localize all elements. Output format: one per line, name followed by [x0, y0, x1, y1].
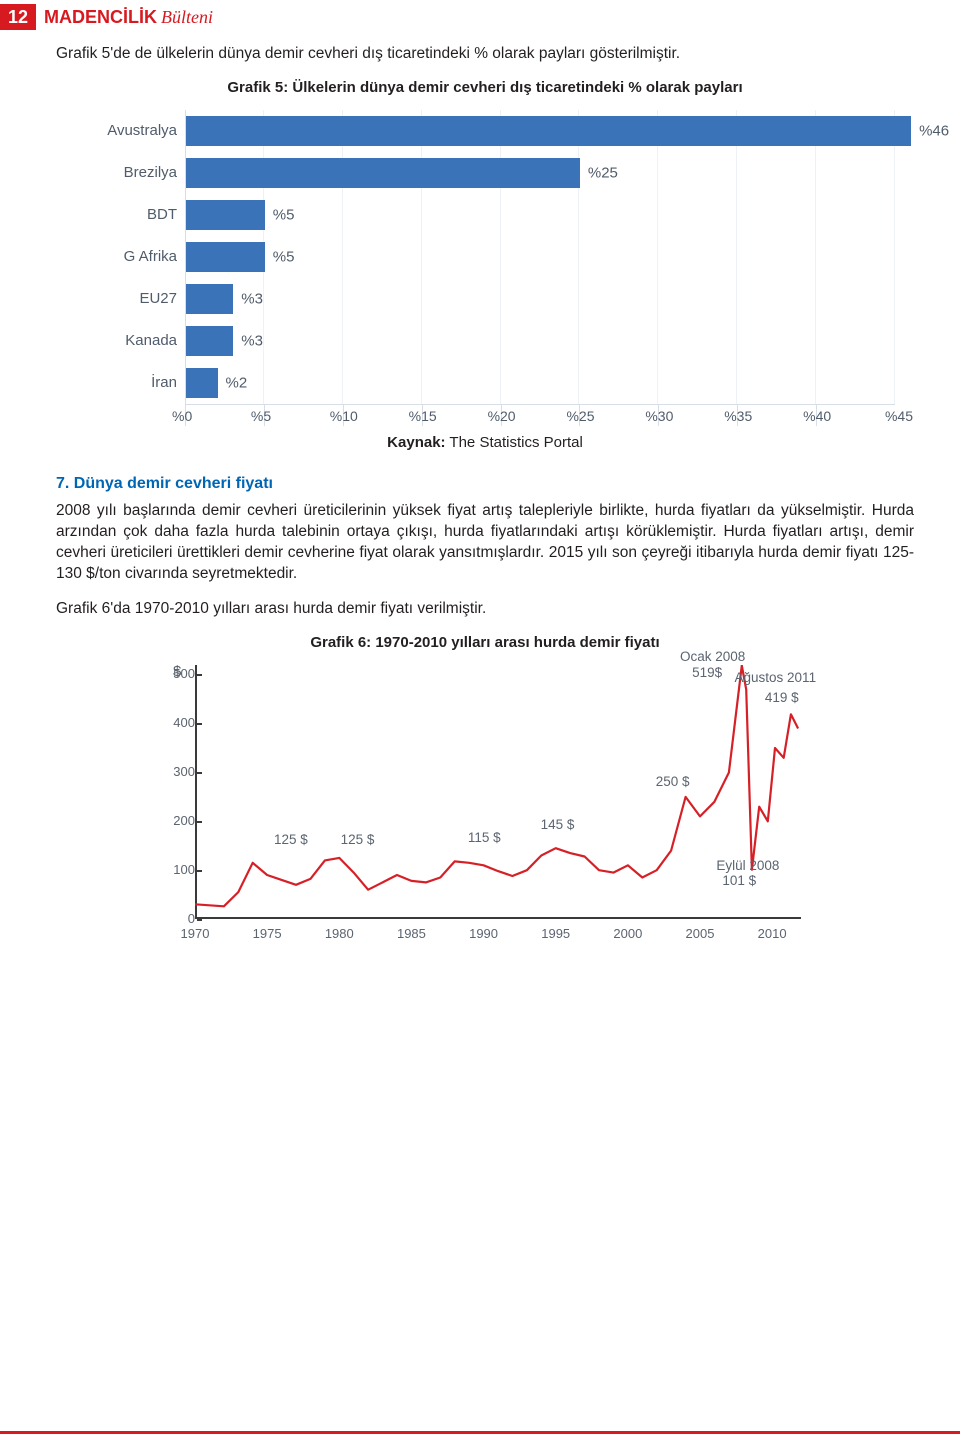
y-tick-label: 100: [169, 862, 195, 877]
page-content: Grafik 5'de de ülkelerin dünya demir cev…: [0, 44, 960, 945]
bar-category-label: İran: [75, 374, 185, 391]
bar-row: İran %2: [75, 362, 895, 404]
bar-row: G Afrika %5: [75, 236, 895, 278]
bar-value-label: %46: [919, 122, 949, 139]
source-label: Kaynak:: [387, 434, 445, 451]
header-title-italic: Bülteni: [161, 7, 213, 28]
chart-annotation: 125 $: [274, 832, 308, 847]
bar-fill: [186, 368, 218, 398]
chart-annotation: 519$: [692, 665, 722, 680]
chart-annotation: Ağustos 2011: [735, 670, 817, 685]
page-number: 12: [0, 4, 36, 30]
chart-annotation: 419 $: [765, 690, 799, 705]
chart5-source: Kaynak: The Statistics Portal: [56, 434, 914, 451]
source-text: The Statistics Portal: [446, 434, 583, 451]
bar-category-label: Kanada: [75, 332, 185, 349]
section7-heading: 7. Dünya demir cevheri fiyatı: [56, 475, 914, 493]
bar-category-label: BDT: [75, 206, 185, 223]
chart6-title-rest: 1970-2010 yılları arası hurda demir fiya…: [371, 634, 660, 651]
intro-paragraph: Grafik 5'de de ülkelerin dünya demir cev…: [56, 44, 914, 65]
y-tick-label: 500: [169, 666, 195, 681]
x-tick-label: 1975: [253, 926, 282, 941]
x-tick-label: 1980: [325, 926, 354, 941]
bar-row: Kanada %3: [75, 320, 895, 362]
bar-value-label: %3: [241, 332, 263, 349]
bar-value-label: %5: [273, 206, 295, 223]
y-tick-label: 300: [169, 764, 195, 779]
bar-fill: [186, 158, 580, 188]
bar-fill: [186, 116, 911, 146]
bar-row: Avustralya%46: [75, 110, 895, 152]
chart6-line-chart: $010020030040050019701975198019851990199…: [165, 665, 805, 945]
bar-row: EU27 %3: [75, 278, 895, 320]
y-tick-label: 0: [169, 911, 195, 926]
section7-paragraph: 2008 yılı başlarında demir cevheri üreti…: [56, 501, 914, 585]
bar-x-axis: %0%5%10%15%20%25%30%35%40%45: [185, 404, 895, 426]
x-tick-label: 2010: [758, 926, 787, 941]
bar-category-label: G Afrika: [75, 248, 185, 265]
header-title-bold: MADENCİLİK: [44, 7, 157, 28]
chart6-title-bold: Grafik 6:: [310, 634, 371, 651]
chart-annotation: Ocak 2008: [680, 649, 745, 664]
chart5-title: Grafik 5: Ülkelerin dünya demir cevheri …: [56, 79, 914, 96]
bar-category-label: EU27: [75, 290, 185, 307]
bar-fill: [186, 242, 265, 272]
chart5-bar-chart: Avustralya%46 Brezilya %25 BDT %5 G Afrika %5 E…: [75, 110, 895, 426]
bar-fill: [186, 326, 233, 356]
bar-category-label: Avustralya: [75, 122, 185, 139]
bar-row: Brezilya %25: [75, 152, 895, 194]
x-tick-label: 2000: [613, 926, 642, 941]
chart-annotation: 115 $: [468, 830, 501, 845]
x-tick-label: 1995: [541, 926, 570, 941]
bar-value-label: %5: [273, 248, 295, 265]
bar-value-label: %3: [241, 290, 263, 307]
bar-value-label: %2: [226, 374, 248, 391]
bar-row: BDT %5: [75, 194, 895, 236]
chart-annotation: Eylül 2008: [716, 858, 779, 873]
chart-annotation: 145 $: [541, 817, 575, 832]
footer-rule: [0, 1431, 960, 1434]
x-tick-label: 1990: [469, 926, 498, 941]
chart-annotation: 101 $: [722, 873, 756, 888]
x-tick-label: 2005: [686, 926, 715, 941]
y-tick-label: 400: [169, 715, 195, 730]
chart6-intro: Grafik 6'da 1970-2010 yılları arası hurd…: [56, 599, 914, 620]
bar-category-label: Brezilya: [75, 164, 185, 181]
chart6-title: Grafik 6: 1970-2010 yılları arası hurda …: [56, 634, 914, 651]
chart-annotation: 125 $: [341, 832, 375, 847]
bar-value-label: %25: [588, 164, 618, 181]
bar-fill: [186, 200, 265, 230]
x-tick-label: 1985: [397, 926, 426, 941]
y-tick-label: 200: [169, 813, 195, 828]
page-header: 12 MADENCİLİK Bülteni: [0, 4, 960, 30]
x-tick-label: 1970: [181, 926, 210, 941]
line-series: [195, 665, 801, 919]
bar-fill: [186, 284, 233, 314]
chart-annotation: 250 $: [656, 774, 690, 789]
